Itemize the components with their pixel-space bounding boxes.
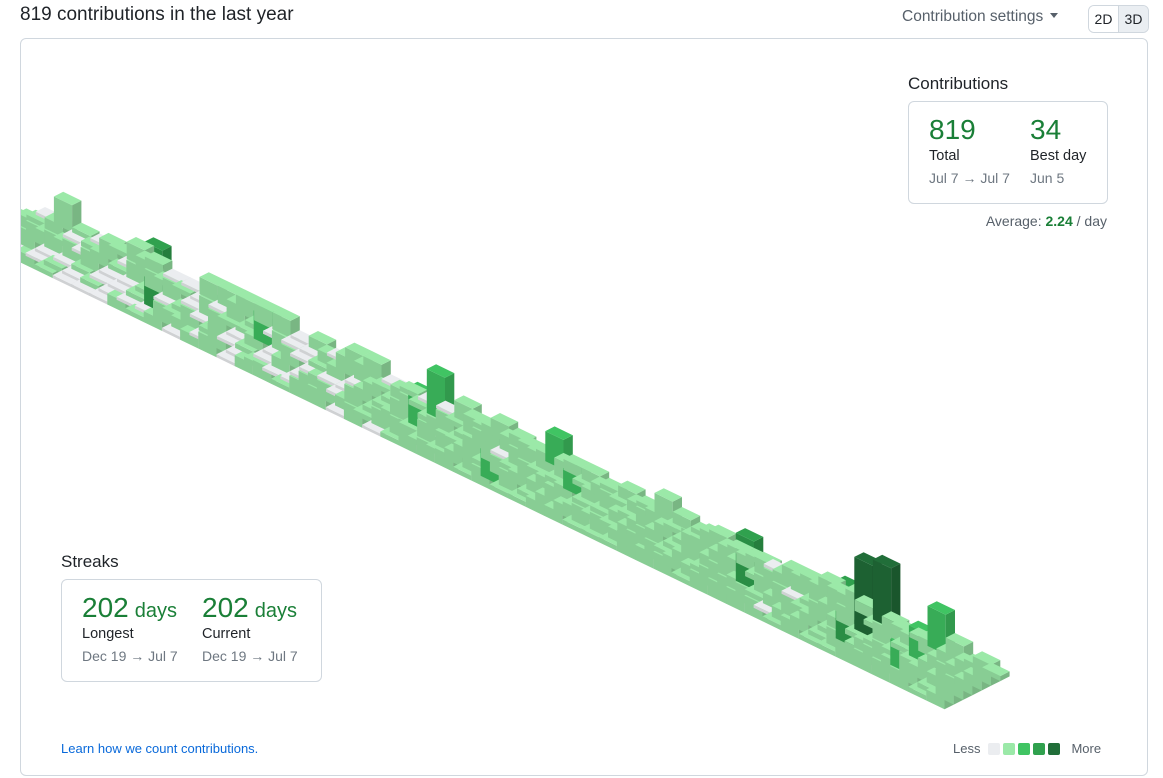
best-day-label: Best day xyxy=(1030,148,1087,164)
toggle-2d-button[interactable]: 2D xyxy=(1089,6,1119,32)
total-range: Jul 7 → Jul 7 xyxy=(929,170,1010,186)
skyline-card: Contributions 819 Total Jul 7 → Jul 7 34… xyxy=(20,38,1148,776)
current-streak-value: 202 xyxy=(202,592,249,623)
current-streak-stat: 202 days Current Dec 19 → Jul 7 xyxy=(202,592,298,664)
view-toggle: 2D 3D xyxy=(1088,5,1149,33)
contributions-box: 819 Total Jul 7 → Jul 7 34 Best day Jun … xyxy=(908,101,1108,204)
longest-streak-value: 202 xyxy=(82,592,129,623)
average-per-day: Average: 2.24 / day xyxy=(986,213,1107,229)
longest-streak-stat: 202 days Longest Dec 19 → Jul 7 xyxy=(82,592,178,664)
contributions-title: Contributions xyxy=(908,74,1009,93)
toggle-3d-button[interactable]: 3D xyxy=(1119,6,1148,32)
legend-less-label: Less xyxy=(953,741,981,756)
streaks-title: Streaks xyxy=(61,552,119,571)
best-day-value: 34 xyxy=(1030,114,1062,145)
contribution-legend: Less More xyxy=(953,741,1101,756)
current-streak-range: Dec 19 → Jul 7 xyxy=(202,648,298,664)
total-stat: 819 Total Jul 7 → Jul 7 xyxy=(929,114,1010,186)
legend-level-3-swatch xyxy=(1033,742,1046,755)
longest-streak-range: Dec 19 → Jul 7 xyxy=(82,648,178,664)
average-value: 2.24 xyxy=(1045,213,1073,229)
total-value: 819 xyxy=(929,114,976,145)
total-label: Total xyxy=(929,148,960,164)
average-prefix: Average: xyxy=(985,213,1042,229)
caret-down-icon xyxy=(1050,13,1059,18)
average-suffix: / day xyxy=(1076,213,1107,229)
legend-level-2-swatch xyxy=(1018,742,1031,755)
skyline-cubes xyxy=(21,191,1010,710)
contribution-skyline[interactable] xyxy=(21,39,1147,775)
best-day-stat: 34 Best day Jun 5 xyxy=(1030,114,1086,186)
streaks-box: 202 days Longest Dec 19 → Jul 7 202 days C… xyxy=(61,579,322,682)
best-day-date: Jun 5 xyxy=(1030,170,1065,186)
current-streak-unit: days xyxy=(254,600,297,622)
day-cube[interactable] xyxy=(982,662,1010,682)
contribution-settings-label: Contribution settings xyxy=(902,8,1044,25)
longest-streak-label: Longest xyxy=(82,626,134,642)
page-title: 819 contributions in the last year xyxy=(20,4,294,25)
legend-more-label: More xyxy=(1071,741,1102,756)
contribution-settings-dropdown[interactable]: Contribution settings xyxy=(902,8,1059,26)
legend-level-1-swatch xyxy=(1003,742,1016,755)
legend-level-4-swatch xyxy=(1048,742,1061,755)
learn-how-link[interactable]: Learn how we count contributions. xyxy=(61,741,259,756)
legend-level-0-swatch xyxy=(988,742,1001,755)
day-cube[interactable] xyxy=(872,554,901,629)
longest-streak-unit: days xyxy=(134,600,177,622)
current-streak-label: Current xyxy=(202,626,251,642)
